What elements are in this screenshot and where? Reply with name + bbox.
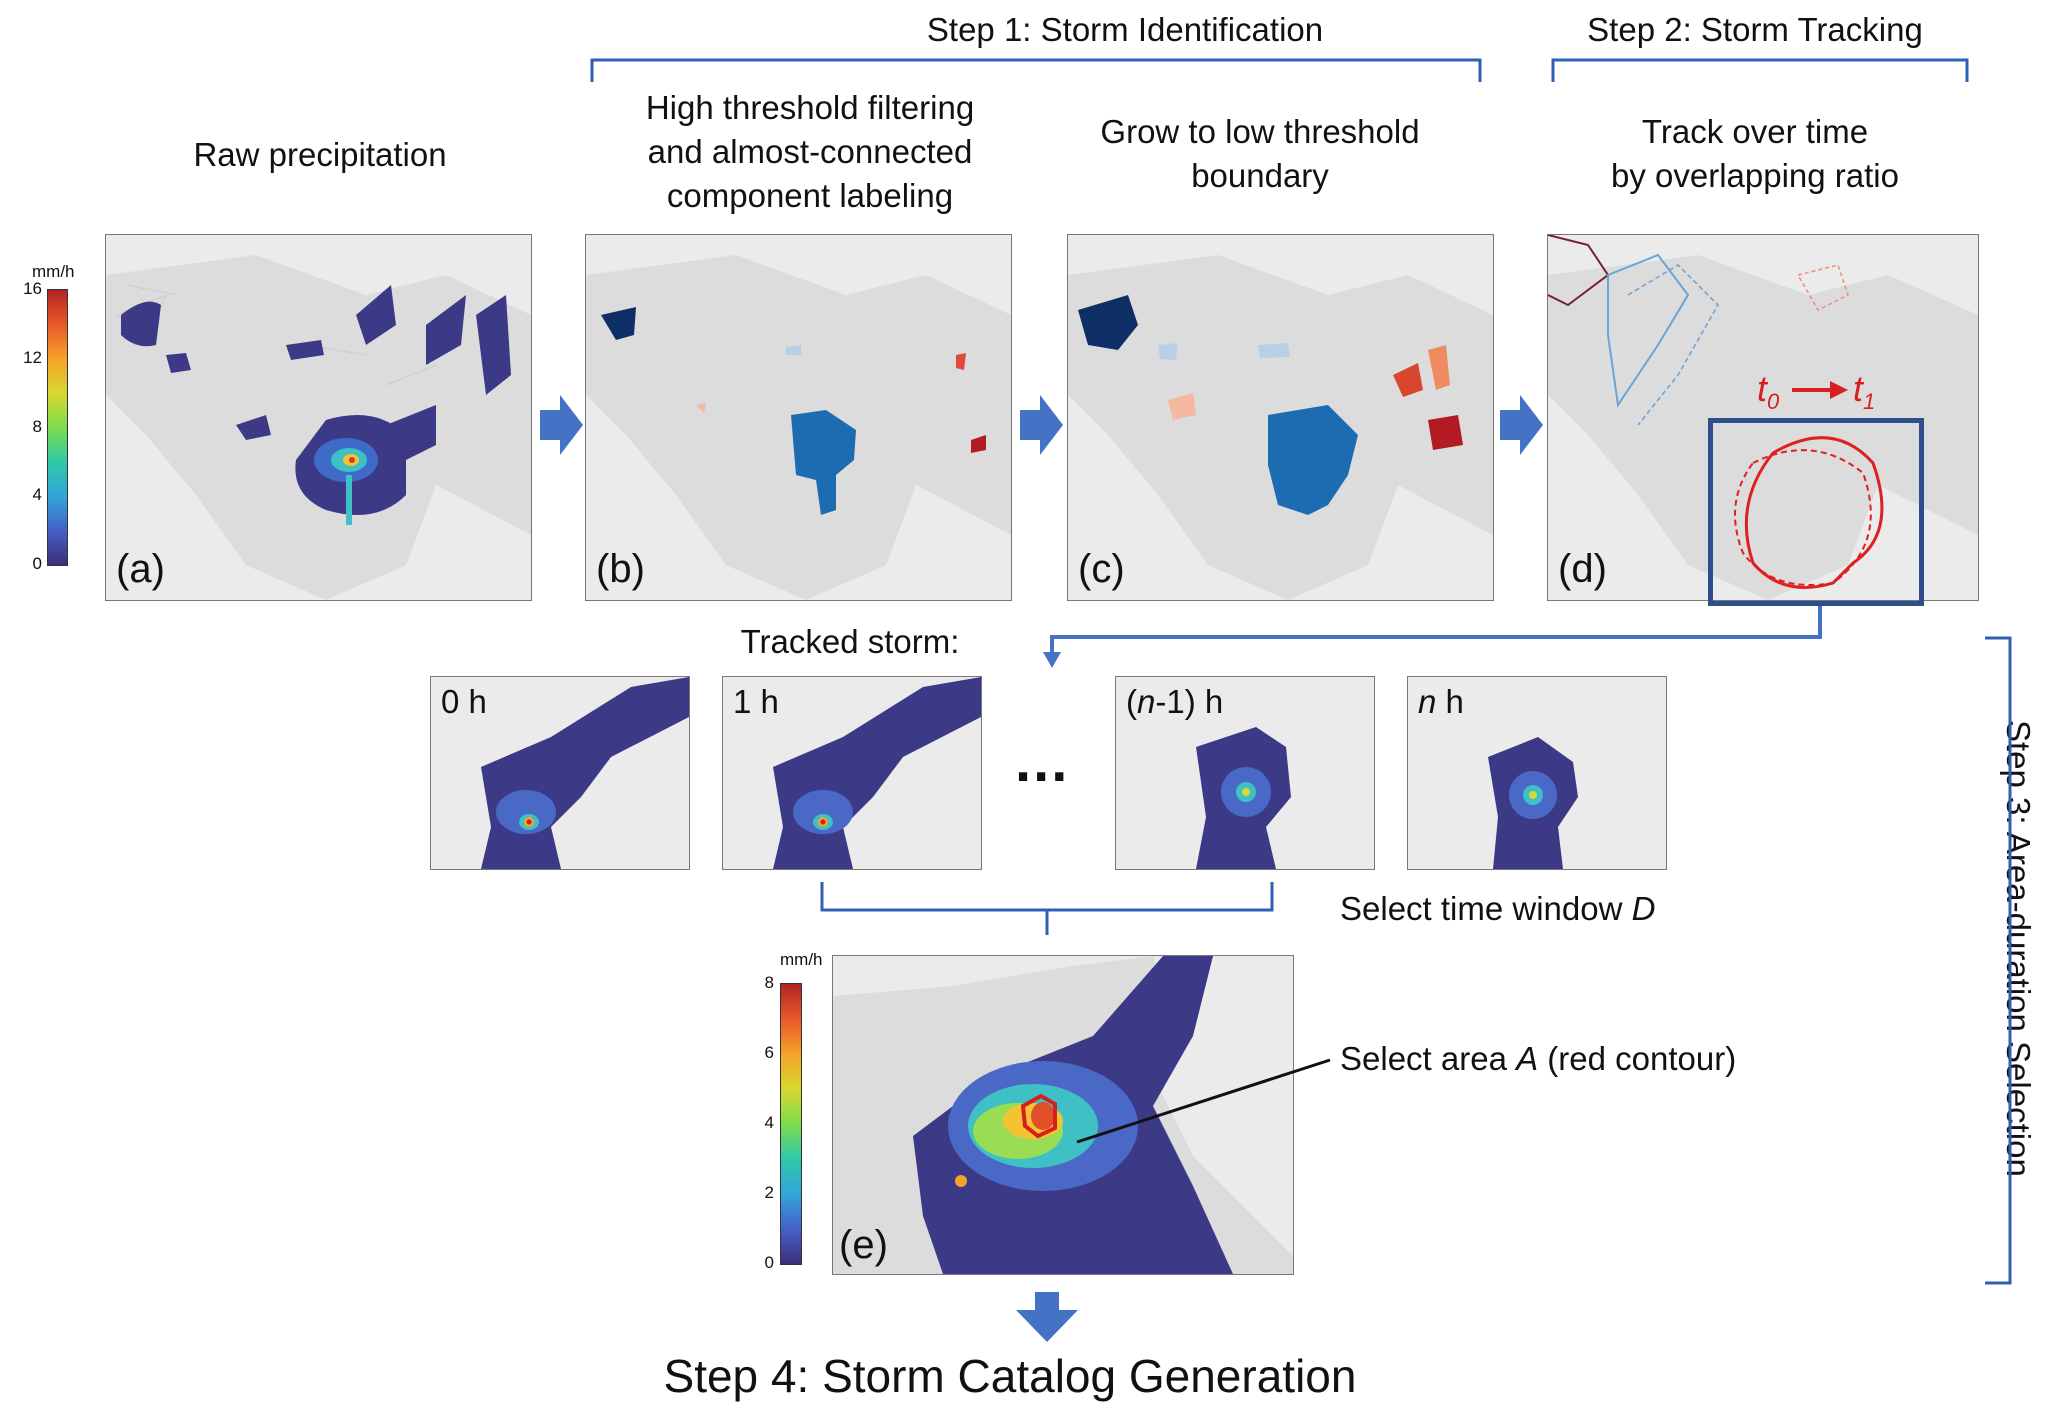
panel-b-title-line1: High threshold filtering <box>645 89 975 126</box>
select-area-leader <box>1076 1058 1331 1144</box>
colorbar-top-tick: 16 <box>23 279 42 298</box>
t0-t1-arrow-icon <box>1792 381 1848 399</box>
frame-nh: n h <box>1407 676 1667 870</box>
panel-b-label: (b) <box>596 547 645 591</box>
panel-e-label: (e) <box>839 1223 888 1267</box>
panel-a-label: (a) <box>116 547 165 591</box>
panel-d-map <box>1548 235 1978 600</box>
panel-c-title-line2: boundary <box>1191 157 1329 194</box>
frame-n-1h-label: (n-1) h <box>1126 683 1224 720</box>
panel-b-title: High threshold filtering and almost-conn… <box>560 86 1060 218</box>
colorbar-top: mm/h 16 12 8 4 0 <box>10 262 80 573</box>
panel-d: (d) <box>1547 234 1979 601</box>
colorbar-top-tick: 4 <box>32 485 42 505</box>
frame-0h: 0 h <box>430 676 690 870</box>
panel-e: (e) <box>832 955 1294 1275</box>
step2-heading: Step 2: Storm Tracking <box>1587 11 1923 48</box>
panel-d-title: Track over time by overlapping ratio <box>1555 110 1955 198</box>
arrow-b-to-c-icon <box>1020 395 1063 455</box>
panel-a-title: Raw precipitation <box>193 136 447 173</box>
step3-bracket <box>1985 636 2012 1285</box>
tracked-storm-contours <box>1734 436 1884 589</box>
colorbar-top-tick: 12 <box>23 347 42 367</box>
frame-nh-storm <box>1488 737 1578 869</box>
arrow-to-step4-icon <box>1016 1292 1078 1342</box>
tracked-storm-heading: Tracked storm: <box>740 623 960 660</box>
step2-bracket <box>1551 58 1969 82</box>
colorbar-bottom-tick: 6 <box>764 1043 774 1062</box>
step4-heading: Step 4: Storm Catalog Generation <box>663 1350 1357 1402</box>
t1-label: t1 <box>1853 368 1876 415</box>
colorbar-bottom: mm/h 8 6 4 2 0 <box>740 950 823 1272</box>
panel-c-title: Grow to low threshold boundary <box>1060 110 1460 198</box>
tracked-storm-connector-head-icon <box>1043 652 1061 668</box>
step1-heading: Step 1: Storm Identification <box>926 11 1324 48</box>
panel-e-storm <box>833 956 1293 1274</box>
panel-d-title-line2: by overlapping ratio <box>1610 157 1899 194</box>
frame-n-1h-storm <box>1196 727 1291 869</box>
colorbar-bottom-tick: 4 <box>764 1113 774 1132</box>
panel-a: (a) <box>105 234 532 601</box>
panel-d-label: (d) <box>1558 547 1607 591</box>
select-area-label: Select area A (red contour) <box>1340 1040 1737 1077</box>
frame-nh-label: n h <box>1418 683 1464 720</box>
colorbar-top-gradient <box>47 289 68 566</box>
panel-c-map <box>1068 255 1493 600</box>
colorbar-bottom-tick: 2 <box>764 1183 774 1202</box>
arrow-c-to-d-icon <box>1500 395 1543 455</box>
panel-b-title-line3: component labeling <box>666 177 954 214</box>
panel-b-map <box>586 255 1011 600</box>
tracked-storm-connector <box>1050 606 1822 655</box>
panel-c: (c) <box>1067 234 1494 601</box>
step1-bracket <box>590 58 1482 82</box>
colorbar-bottom-unit: mm/h <box>780 950 823 969</box>
frame-0h-label: 0 h <box>441 683 487 720</box>
t0-label: t0 <box>1757 368 1780 415</box>
colorbar-bottom-tick: 8 <box>764 973 774 992</box>
frame-0h-storm <box>481 677 689 869</box>
panel-c-title-line1: Grow to low threshold <box>1100 113 1420 150</box>
panel-b: (b) <box>585 234 1012 601</box>
frame-1h: 1 h <box>722 676 982 870</box>
panel-d-title-line1: Track over time <box>1641 113 1869 150</box>
panel-a-map <box>106 255 531 600</box>
arrow-a-to-b-icon <box>540 395 583 455</box>
select-time-window-label: Select time window D <box>1340 890 1656 927</box>
panel-c-label: (c) <box>1078 547 1125 591</box>
frame-1h-label: 1 h <box>733 683 779 720</box>
ellipsis: ... <box>1015 729 1070 794</box>
panel-b-title-line2: and almost-connected <box>647 133 973 170</box>
colorbar-bottom-gradient <box>780 983 802 1265</box>
frame-1h-storm <box>773 677 981 869</box>
time-window-bracket <box>820 882 1274 935</box>
colorbar-top-unit: mm/h <box>32 262 75 281</box>
colorbar-top-tick: 8 <box>32 416 42 436</box>
tracked-storm-highlight-box <box>1708 418 1924 606</box>
colorbar-top-tick: 0 <box>32 554 42 573</box>
frame-n-1h: (n-1) h <box>1115 676 1375 870</box>
colorbar-bottom-tick: 0 <box>764 1253 774 1272</box>
